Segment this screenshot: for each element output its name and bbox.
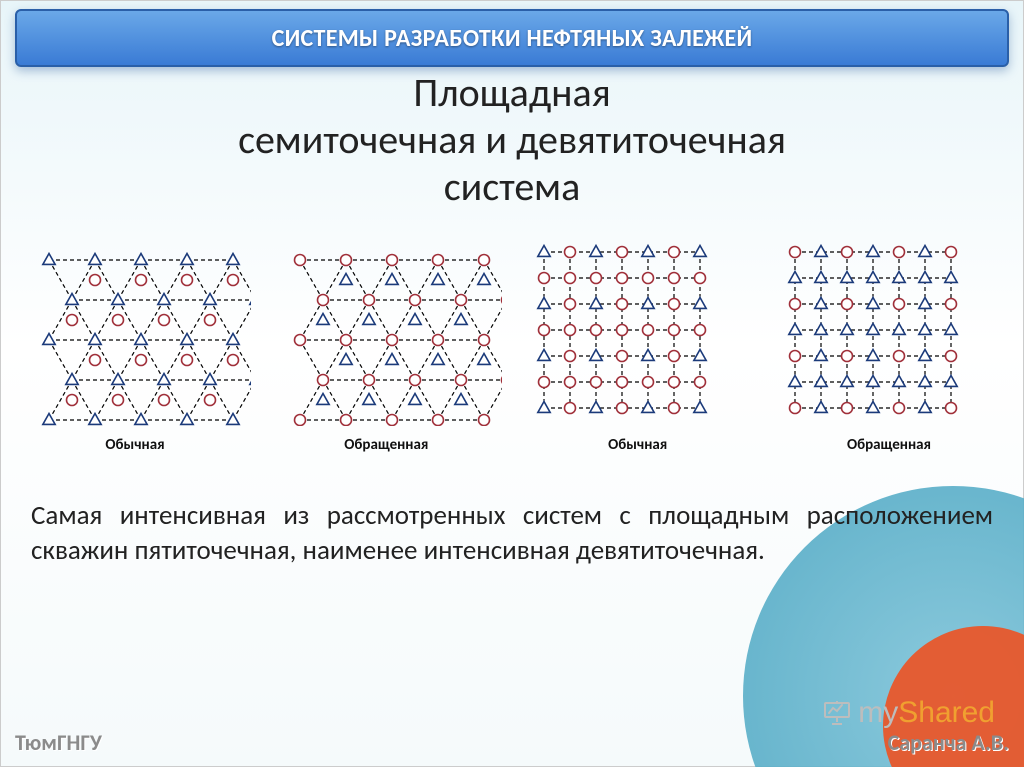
- diagram-2: Обычная: [522, 236, 754, 454]
- diagram-label-3: Обращенная: [847, 436, 931, 454]
- diagram-1: Обращенная: [270, 236, 502, 454]
- header-bar: СИСТЕМЫ РАЗРАБОТКИ НЕФТЯНЫХ ЗАЛЕЖЕЙ: [15, 9, 1009, 67]
- watermark-a: my: [858, 696, 898, 729]
- title-line-1: Площадная: [1, 69, 1023, 116]
- title-line-2: семиточечная и девятиточечная: [1, 116, 1023, 163]
- diagram-svg-3: [773, 236, 1005, 426]
- diagram-label-1: Обращенная: [344, 436, 428, 454]
- diagrams-row: Обычная Обращенная Обычная Обращенная: [19, 236, 1005, 454]
- watermark: myShared: [822, 696, 995, 730]
- diagram-label-2: Обычная: [608, 436, 667, 454]
- title-line-3: система: [1, 163, 1023, 210]
- diagram-0: Обычная: [19, 236, 251, 454]
- diagram-label-0: Обычная: [105, 436, 164, 454]
- diagram-svg-0: [19, 236, 251, 426]
- slide-title: Площадная семиточечная и девятиточечная …: [1, 69, 1023, 211]
- diagram-svg-1: [270, 236, 502, 426]
- footer-right: Саранча А.В.: [888, 729, 1009, 756]
- footer-left: ТюмГНГУ: [15, 729, 102, 756]
- body-text: Самая интенсивная из рассмотренных систе…: [31, 499, 993, 568]
- watermark-b: Shared: [898, 696, 995, 729]
- header-title: СИСТЕМЫ РАЗРАБОТКИ НЕФТЯНЫХ ЗАЛЕЖЕЙ: [272, 24, 753, 53]
- presentation-icon: [822, 700, 852, 726]
- diagram-3: Обращенная: [773, 236, 1005, 454]
- slide: СИСТЕМЫ РАЗРАБОТКИ НЕФТЯНЫХ ЗАЛЕЖЕЙ Площ…: [0, 0, 1024, 767]
- diagram-svg-2: [522, 236, 754, 426]
